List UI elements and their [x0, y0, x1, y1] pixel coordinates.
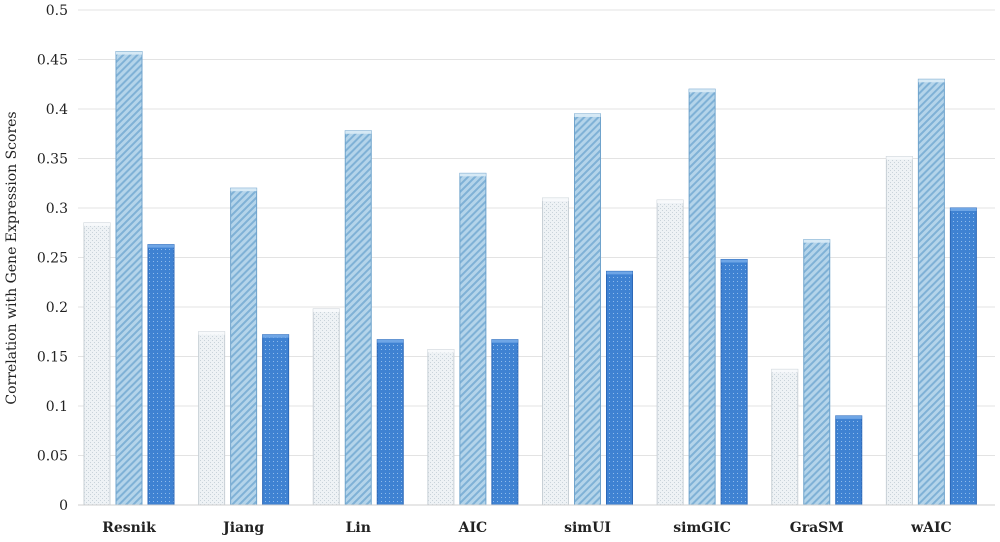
bar-grasm-1: [803, 239, 831, 506]
x-category-label: simGIC: [673, 520, 731, 536]
bar-cap: [950, 208, 977, 211]
y-tick-label: 0.3: [46, 201, 68, 217]
bar-cap: [689, 89, 716, 93]
bar-jiang-1: [230, 187, 258, 506]
bar-cap: [459, 173, 486, 177]
bar-cap: [345, 130, 372, 134]
bar-aic-2: [491, 339, 519, 506]
bar-cap: [313, 308, 340, 312]
bar-lin-1: [344, 130, 372, 506]
bar-cap: [116, 51, 142, 55]
bar-cap: [835, 415, 862, 419]
y-tick-label: 0.5: [46, 3, 68, 19]
y-tick-label: 0.1: [46, 399, 68, 415]
bar-lin-2: [376, 339, 404, 506]
bar-cap: [542, 198, 569, 202]
bar-cap: [721, 259, 748, 263]
x-category-label: Lin: [346, 520, 371, 536]
y-tick-label: 0.35: [37, 152, 68, 168]
x-category-label: Jiang: [221, 520, 264, 536]
bar-cap: [574, 113, 601, 117]
bar-waic-0: [885, 156, 913, 506]
bar-simgic-0: [656, 199, 684, 506]
bar-cap: [803, 239, 830, 243]
bar-resnik-0: [83, 222, 111, 506]
bar-simui-0: [542, 197, 569, 506]
y-tick-label: 0: [59, 498, 68, 514]
bar-simgic-2: [720, 258, 748, 506]
bars: [83, 51, 977, 506]
bar-cap: [886, 156, 913, 160]
bar-waic-1: [917, 78, 945, 506]
x-category-label: wAIC: [910, 520, 952, 536]
bar-grasm-2: [835, 415, 863, 506]
bar-cap: [657, 200, 684, 204]
bar-jiang-0: [198, 331, 226, 506]
bar-cap: [198, 331, 225, 335]
x-category-label: AIC: [458, 520, 488, 536]
y-tick-label: 0.45: [37, 53, 68, 69]
bar-lin-0: [312, 308, 340, 506]
x-axis-categories: Resnik Jiang Lin AIC simUI simGIC GraSM wAIC: [102, 520, 951, 536]
bar-aic-1: [459, 172, 487, 506]
bar-jiang-2: [262, 334, 290, 506]
bar-aic-0: [427, 349, 455, 506]
y-tick-label: 0.05: [37, 449, 68, 465]
bar-cap: [148, 244, 174, 248]
bar-grasm-0: [771, 368, 799, 506]
x-category-label: simUI: [564, 520, 611, 536]
y-tick-label: 0.25: [37, 251, 68, 267]
bar-resnik-2: [147, 244, 175, 506]
y-tick-label: 0.15: [37, 350, 68, 366]
bar-simgic-1: [688, 88, 716, 506]
bar-cap: [771, 369, 798, 373]
bar-resnik-1: [115, 51, 143, 506]
y-tick-label: 0.2: [46, 300, 68, 316]
bar-simui-1: [574, 113, 601, 506]
bar-waic-2: [949, 207, 977, 506]
bar-cap: [377, 339, 404, 343]
bar-cap: [84, 222, 110, 226]
x-category-label: GraSM: [790, 520, 844, 536]
bar-cap: [491, 339, 518, 343]
y-axis-ticks: 0 0.05 0.1 0.15 0.2 0.25 0.3 0.35 0.4 0.45 0.5: [37, 3, 68, 514]
bar-simui-2: [606, 270, 633, 506]
bar-cap: [427, 349, 454, 353]
y-tick-label: 0.4: [46, 102, 68, 118]
bar-cap: [230, 188, 257, 192]
bar-cap: [606, 271, 633, 275]
bar-cap: [262, 334, 289, 338]
x-category-label: Resnik: [102, 520, 156, 536]
y-axis-title: Correlation with Gene Expression Scores: [4, 111, 20, 404]
bar-cap: [918, 79, 945, 83]
